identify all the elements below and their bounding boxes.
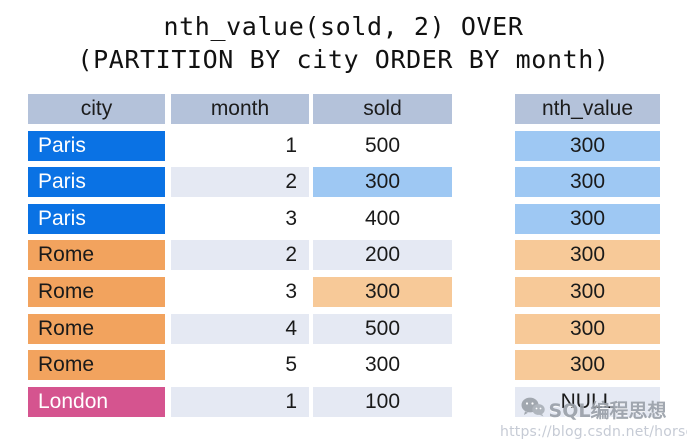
title-line-2: (PARTITION BY city ORDER BY month) xyxy=(77,45,610,74)
cell-month: 3 xyxy=(171,276,309,307)
cell-month: 3 xyxy=(171,203,309,234)
cell-month: 1 xyxy=(171,130,309,161)
cell-nth-value: 300 xyxy=(515,350,660,381)
cell-sold: 300 xyxy=(313,167,452,198)
cell-month: 2 xyxy=(171,167,309,198)
cell-nth-value: NULL xyxy=(515,386,660,417)
cell-nth-value: 300 xyxy=(515,276,660,307)
cell-sold: 100 xyxy=(313,386,452,417)
table-row: Rome 5 300 300 xyxy=(28,350,660,381)
table-row: Rome 4 500 300 xyxy=(28,313,660,344)
cell-month: 4 xyxy=(171,313,309,344)
cell-city: Rome xyxy=(28,313,165,344)
cell-city: Rome xyxy=(28,276,165,307)
column-header-nth-value: nth_value xyxy=(515,94,660,124)
table-row: Rome 3 300 300 xyxy=(28,276,660,307)
cell-sold: 500 xyxy=(313,130,452,161)
cell-nth-value: 300 xyxy=(515,167,660,198)
cell-nth-value: 300 xyxy=(515,203,660,234)
cell-month: 2 xyxy=(171,240,309,271)
cell-nth-value: 300 xyxy=(515,240,660,271)
column-header-city: city xyxy=(28,94,165,124)
cell-nth-value: 300 xyxy=(515,313,660,344)
page-title: nth_value(sold, 2) OVER (PARTITION BY ci… xyxy=(0,10,687,76)
cell-city: Paris xyxy=(28,203,165,234)
cell-city: Paris xyxy=(28,167,165,198)
cell-city: Rome xyxy=(28,350,165,381)
column-header-sold: sold xyxy=(313,94,452,124)
table-row: London 1 100 NULL xyxy=(28,386,660,417)
table-row: Paris 1 500 300 xyxy=(28,130,660,161)
cell-sold: 500 xyxy=(313,313,452,344)
table-row: Paris 3 400 300 xyxy=(28,203,660,234)
cell-city: London xyxy=(28,386,165,417)
cell-city: Rome xyxy=(28,240,165,271)
cell-sold: 300 xyxy=(313,350,452,381)
cell-nth-value: 300 xyxy=(515,130,660,161)
cell-month: 5 xyxy=(171,350,309,381)
cell-sold: 300 xyxy=(313,276,452,307)
cell-month: 1 xyxy=(171,386,309,417)
cell-sold: 400 xyxy=(313,203,452,234)
table-row: Paris 2 300 300 xyxy=(28,167,660,198)
table-header-row: city month sold nth_value xyxy=(28,94,660,124)
column-header-month: month xyxy=(171,94,309,124)
cell-sold: 200 xyxy=(313,240,452,271)
data-table: city month sold nth_value Paris 1 500 30… xyxy=(28,94,660,417)
watermark-url: https://blog.csdn.net/horses xyxy=(500,424,687,440)
cell-city: Paris xyxy=(28,130,165,161)
table-row: Rome 2 200 300 xyxy=(28,240,660,271)
title-line-1: nth_value(sold, 2) OVER xyxy=(163,12,524,41)
